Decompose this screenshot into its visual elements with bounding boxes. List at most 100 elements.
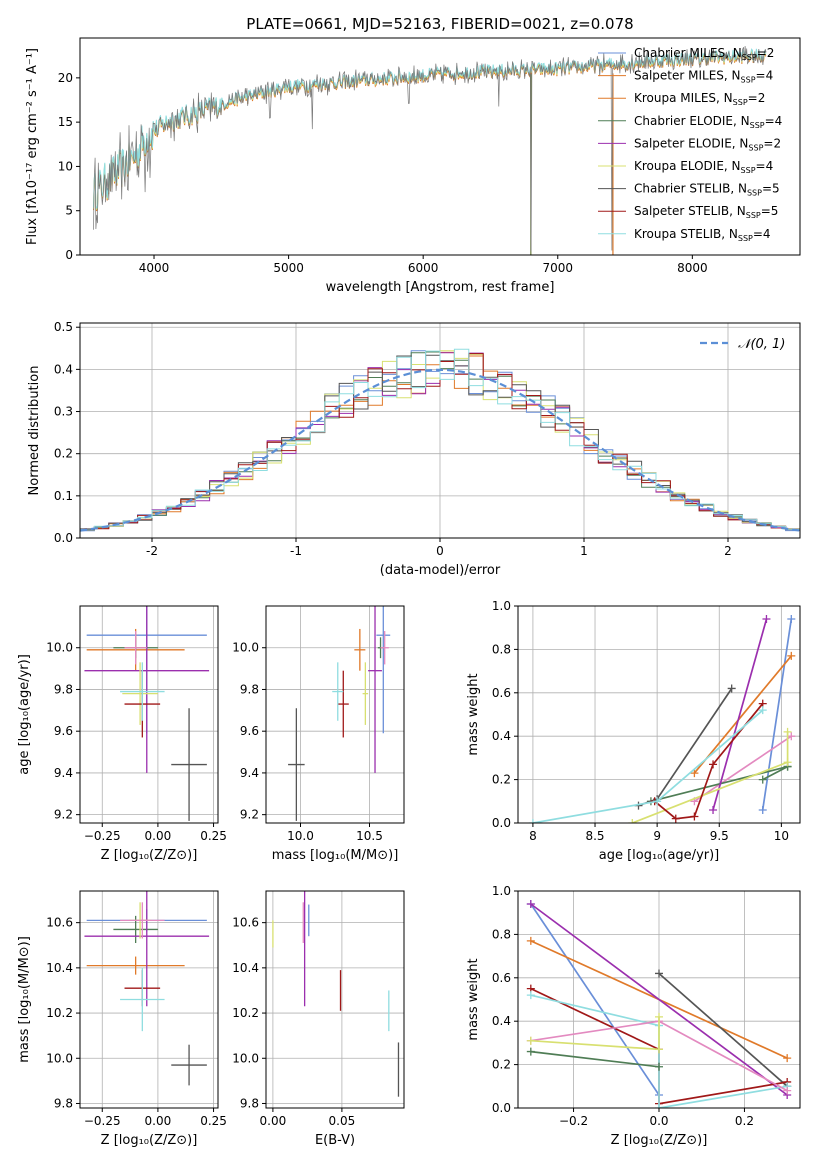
plus-marker: [526, 936, 535, 945]
plus-marker: [655, 1045, 663, 1054]
x-tick-label: −0.25: [84, 829, 121, 843]
plus-marker: [526, 991, 535, 1000]
plus-marker: [762, 615, 771, 624]
y-tick-label: 10.6: [232, 916, 259, 930]
y-tick-label: 0.4: [492, 729, 511, 743]
panel-z-age: −0.25 0.00 0.25 9.2 9.4 9.6 9.8 10.0 Z [log₁₀(Z/…: [17, 605, 227, 863]
plus-marker: [528, 819, 537, 823]
plot-area-z-mass: [84, 891, 210, 1086]
mass-weight-series: [628, 727, 792, 823]
x-tick-label: 9.5: [710, 829, 729, 843]
y-tick-label: 1.0: [492, 884, 511, 898]
plot-area-z-age: [84, 606, 210, 821]
x-tick-label: 8000: [677, 261, 708, 275]
mass-weight-line: [530, 903, 788, 1096]
mass-weight-line: [638, 688, 733, 807]
mass-weight-series: [528, 706, 767, 823]
x-tick-label: 0.2: [735, 1114, 754, 1128]
x-tick-label: 0.0: [649, 1114, 668, 1128]
x-tick-label: 0: [436, 544, 444, 558]
plot-area-ebv-mass: [272, 891, 400, 1097]
panel-residuals: -2 -1 0 1 2 0.0 0.1 0.2 0.3 0.4 0.5 (data-model)/er…: [27, 320, 801, 578]
plot-area-age-massweight: [528, 615, 796, 823]
legend-entry: Chabrier MILES, NSSP=2: [634, 46, 774, 62]
plus-marker: [783, 1054, 792, 1063]
plus-marker: [526, 900, 535, 909]
x-tick-label: 0.25: [200, 829, 227, 843]
y-tick-label: 10: [58, 159, 73, 173]
mass-weight-line: [693, 655, 792, 774]
error-bar-point: [171, 1044, 207, 1086]
plus-marker: [526, 1047, 535, 1056]
y-tick-label: 9.8: [54, 682, 73, 696]
plus-marker: [758, 706, 767, 715]
x-tick-label: -1: [290, 544, 302, 558]
legend-entry: Kroupa MILES, NSSP=2: [634, 91, 765, 107]
error-bar-point: [368, 606, 382, 773]
mass-weight-line: [761, 618, 793, 811]
plus-marker: [526, 1036, 535, 1045]
legend-entry: Salpeter STELIB, NSSP=5: [634, 204, 778, 220]
y-tick-label: 9.4: [54, 766, 73, 780]
x-axis-label: Z [log₁₀(Z/Z⊙)]: [101, 1133, 198, 1148]
y-tick-label: 0.6: [492, 971, 511, 985]
grid-z-age: [80, 606, 218, 823]
panel-age-massweight: 8 8.5 9 9.5 10 0.0 0.2 0.4 0.6 0.8 1.0 age [log₁₀(a…: [466, 599, 801, 863]
residual-legend: 𝒩(0, 1): [700, 337, 785, 352]
error-bar-point: [354, 628, 366, 671]
mass-weight-series: [690, 651, 796, 778]
plus-marker: [690, 812, 699, 821]
y-axis-label: mass weight: [466, 673, 481, 755]
x-axis-label: mass [log₁₀(M/M⊙)]: [272, 848, 399, 863]
legend-entry: Kroupa STELIB, NSSP=4: [634, 227, 771, 243]
y-tick-label: 9.2: [240, 808, 259, 822]
plus-marker: [787, 732, 796, 741]
legend-entry: Salpeter ELODIE, NSSP=2: [634, 136, 781, 152]
y-tick-label: 10.2: [232, 1006, 259, 1020]
mass-weight-line: [530, 903, 660, 1096]
y-tick-label: 10.0: [232, 1051, 259, 1065]
x-tick-label: 0.00: [145, 829, 172, 843]
error-bar-point: [122, 662, 158, 725]
residual-histogram: [80, 348, 800, 530]
plus-marker: [787, 651, 796, 660]
x-tick-label: 2: [724, 544, 732, 558]
mass-weight-line: [654, 703, 764, 820]
y-tick-label: 0.3: [54, 405, 73, 419]
model-spectrum-line: [93, 48, 767, 209]
axes-frame: [517, 605, 801, 824]
plus-marker: [783, 727, 792, 736]
error-bar-point: [120, 902, 165, 939]
y-tick-label: 0.4: [492, 1014, 511, 1028]
error-bar-point: [120, 967, 165, 1032]
y-axis-label: mass [log₁₀(M/M⊙)]: [17, 936, 32, 1063]
panel-z-mass: −0.25 0.00 0.25 9.8 10.0 10.2 10.4 10.6 Z [log₁₀…: [17, 890, 227, 1148]
y-tick-label: 0.2: [54, 447, 73, 461]
x-axis-label: age [log₁₀(age/yr)]: [599, 848, 720, 863]
x-tick-label: 0.25: [200, 1114, 227, 1128]
y-tick-label: 0.8: [492, 927, 511, 941]
grid-z-mass: [80, 891, 218, 1108]
y-axis-label: Flux [fλ10⁻¹⁷ erg cm⁻² s⁻¹ A⁻¹]: [25, 48, 40, 245]
panel-ebv-mass: 0.00 0.05 9.8 10.0 10.2 10.4 10.6 E(B-V): [232, 890, 405, 1148]
plus-marker: [653, 797, 662, 806]
y-tick-label: 10.6: [46, 916, 73, 930]
mass-weight-series: [526, 1012, 663, 1054]
plus-marker: [655, 1104, 663, 1108]
y-tick-label: 9.8: [240, 1096, 259, 1110]
x-axis-label: Z [log₁₀(Z/Z⊙)]: [611, 1133, 708, 1148]
mass-weight-line: [650, 765, 788, 803]
y-tick-label: 20: [58, 71, 73, 85]
y-tick-label: 0: [65, 248, 73, 262]
error-bar-point: [380, 631, 389, 665]
axes-frame: [265, 890, 405, 1109]
error-bar-point: [84, 606, 210, 773]
x-tick-label: -2: [146, 544, 158, 558]
mass-weight-line: [712, 618, 768, 811]
plus-marker: [727, 684, 736, 693]
y-tick-label: 10.4: [46, 961, 73, 975]
plus-marker: [787, 615, 796, 624]
plus-marker: [655, 1012, 663, 1021]
x-tick-label: 0.00: [145, 1114, 172, 1128]
